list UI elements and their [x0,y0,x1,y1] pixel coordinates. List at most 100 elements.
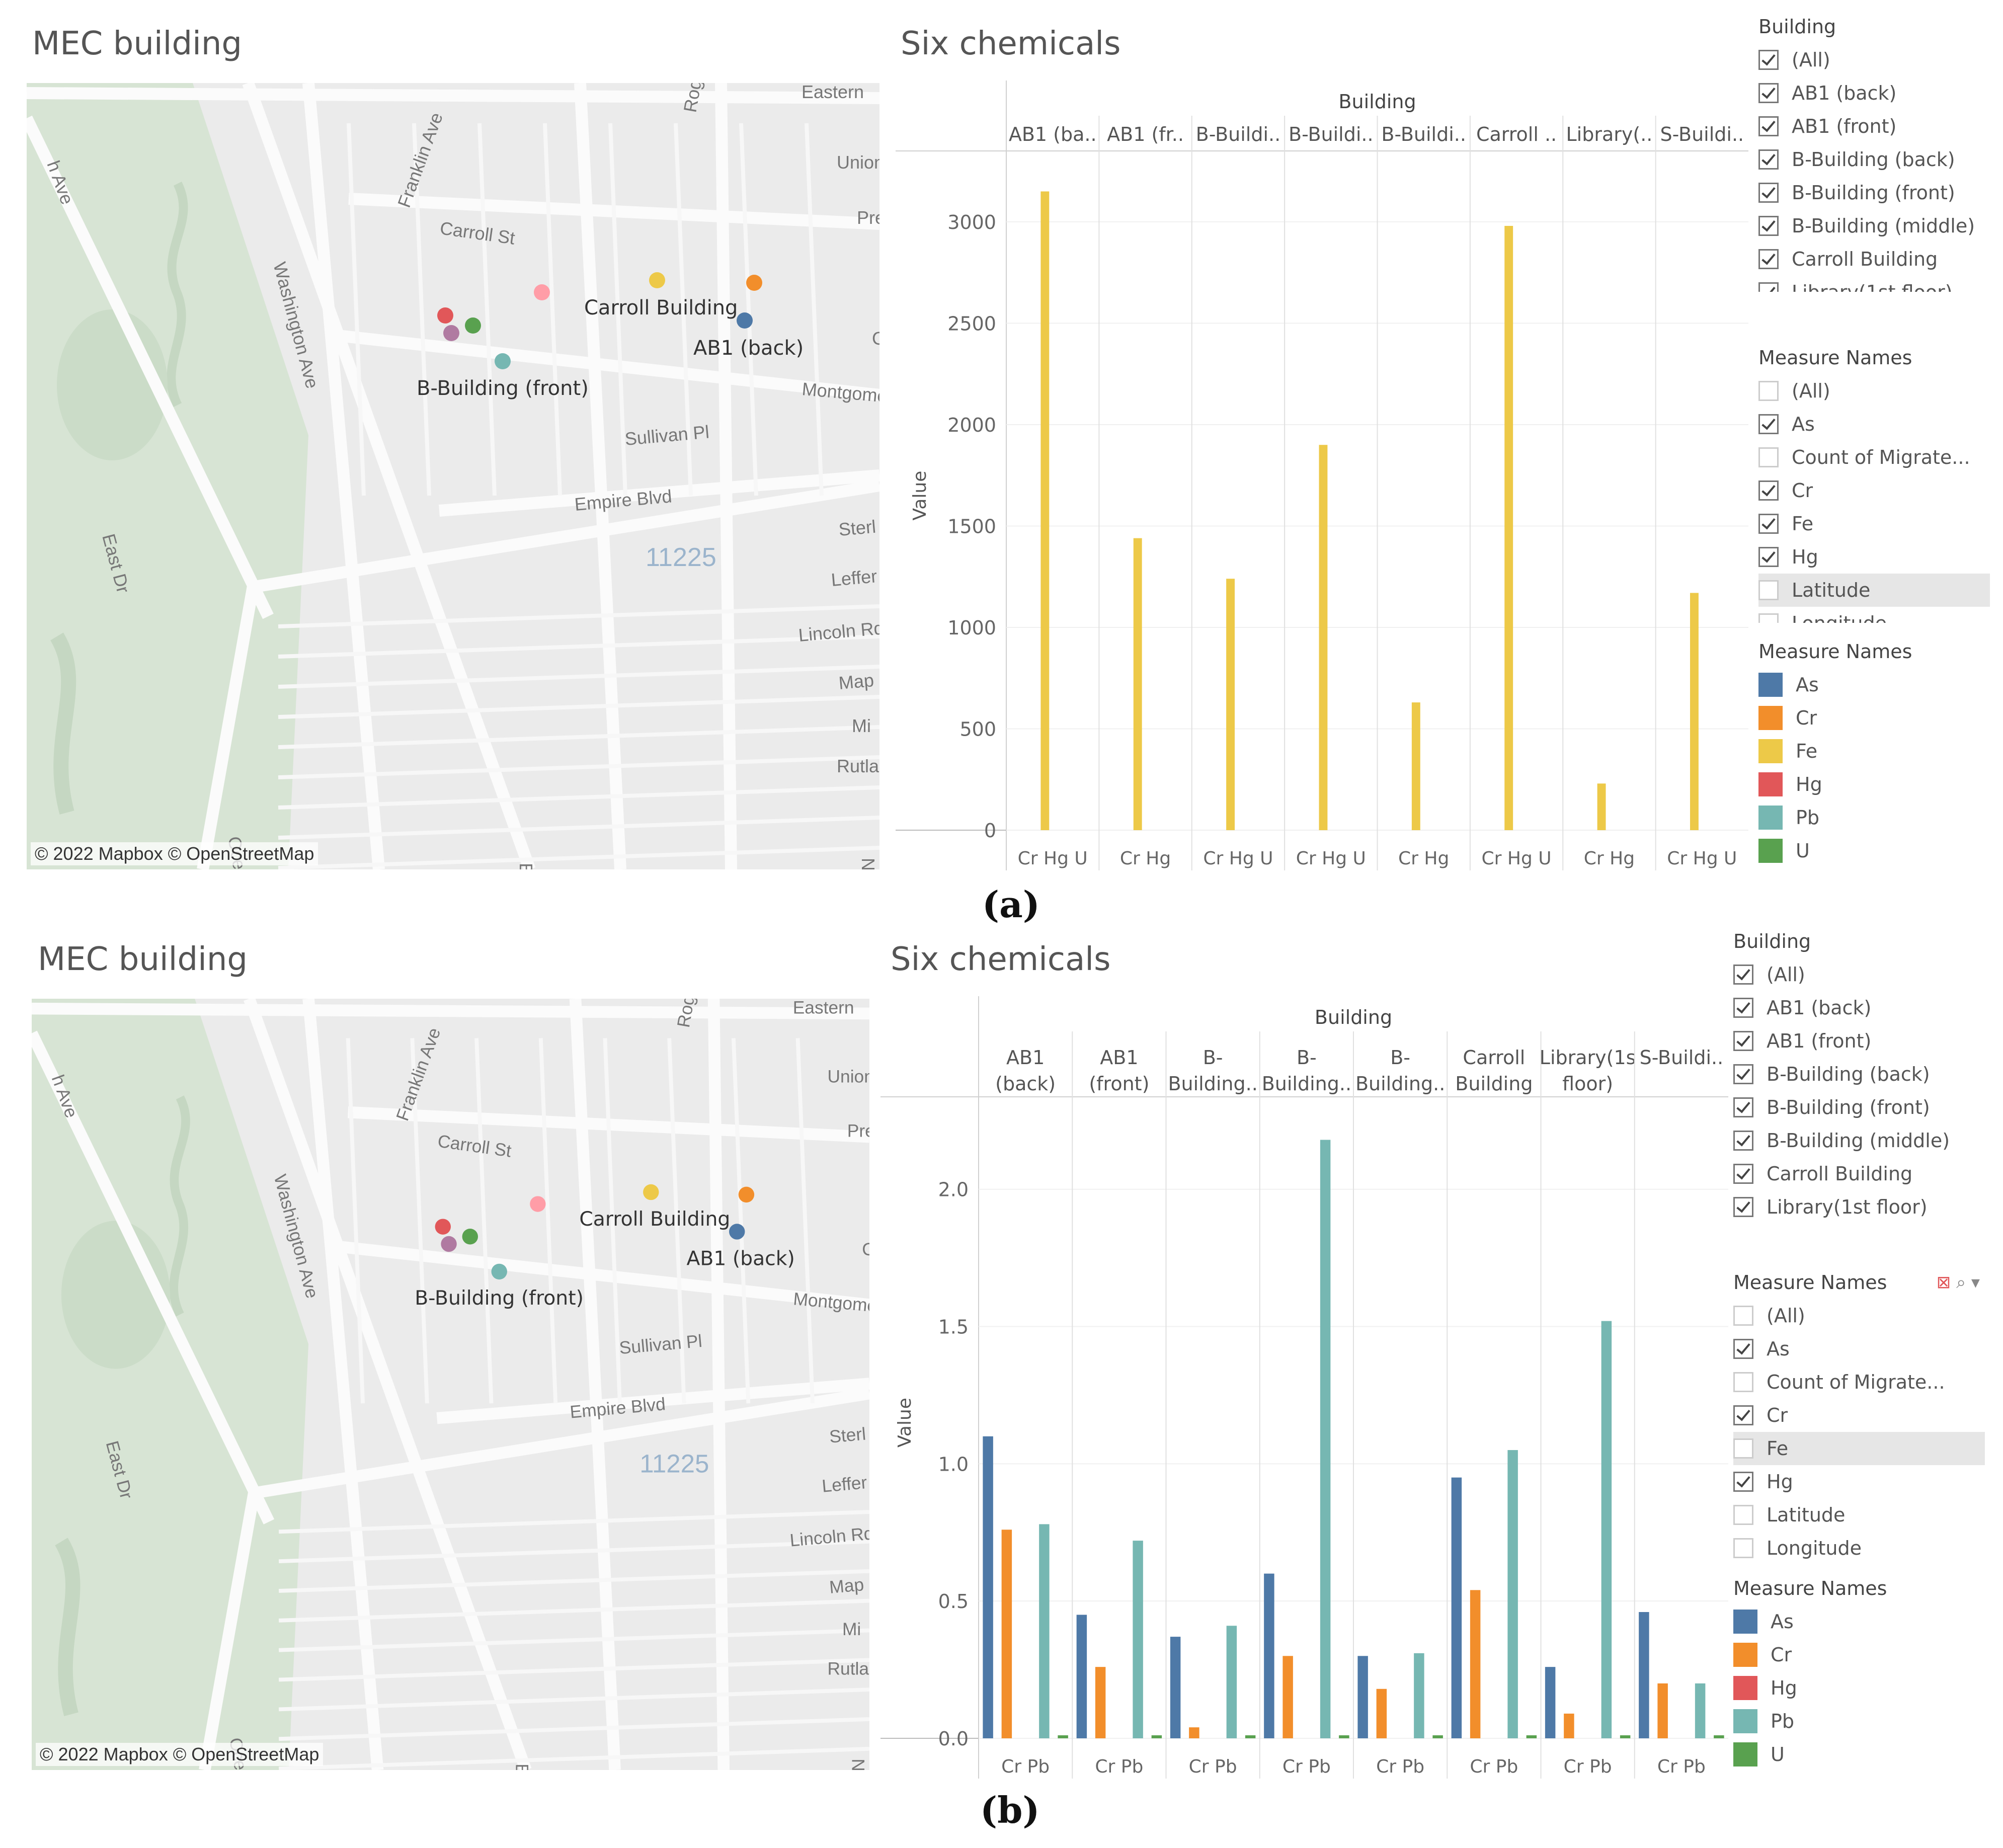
bar-as[interactable] [1357,1656,1368,1738]
checkbox[interactable] [1733,1472,1753,1492]
building-filter-item[interactable]: AB1 (back) [1733,991,1985,1024]
bar-cr[interactable] [1376,1689,1387,1738]
building-marker[interactable] [737,312,753,329]
building-marker[interactable] [534,284,550,300]
checkbox[interactable] [1733,1064,1753,1084]
building-filter-item[interactable]: Library(1st floor) [1758,276,1990,292]
clear-filter-icon[interactable]: ⊠ [1936,1272,1951,1293]
bar-fe[interactable] [1040,191,1050,830]
building-filter-item[interactable]: AB1 (front) [1758,110,1990,143]
bar-u[interactable] [1058,1735,1068,1738]
bar-fe[interactable] [1504,225,1513,830]
measure-filter-item[interactable]: Fe [1733,1432,1985,1465]
column-header[interactable]: B- [1297,1047,1317,1069]
bar-as[interactable] [1264,1573,1274,1738]
measure-filter-item[interactable]: Latitude [1733,1498,1985,1532]
building-marker[interactable] [491,1263,507,1280]
search-icon[interactable]: ⌕ [1956,1272,1966,1293]
building-marker[interactable] [435,1219,451,1235]
measure-filter-item[interactable]: Cr [1758,474,1990,507]
legend-item[interactable]: Fe [1758,735,1990,768]
building-filter-item[interactable]: Carroll Building [1733,1157,1985,1190]
legend-item[interactable]: As [1758,668,1990,701]
checkbox[interactable] [1758,216,1779,236]
bar-u[interactable] [1339,1735,1349,1738]
column-header[interactable]: Library(.. [1566,123,1653,145]
measure-filter-item[interactable]: (All) [1758,374,1990,408]
building-marker[interactable] [441,1236,457,1252]
bar-fe[interactable] [1319,445,1328,830]
checkbox[interactable] [1758,547,1779,567]
legend-item[interactable]: As [1733,1605,1985,1638]
building-marker[interactable] [465,317,481,334]
checkbox[interactable] [1758,50,1779,70]
bar-pb[interactable] [1226,1626,1237,1738]
column-header[interactable]: Building.. [1355,1073,1445,1095]
bar-u[interactable] [1620,1735,1631,1738]
bar-fe[interactable] [1133,538,1142,830]
bar-pb[interactable] [1507,1450,1518,1738]
column-header[interactable]: B- [1203,1047,1223,1069]
bar-fe[interactable] [1411,702,1420,830]
bar-u[interactable] [1151,1735,1162,1738]
checkbox[interactable] [1733,1339,1753,1359]
bar-as[interactable] [1451,1477,1462,1738]
column-header[interactable]: AB1 (fr.. [1107,123,1184,145]
building-marker[interactable] [443,325,459,341]
bar-fe[interactable] [1597,783,1606,830]
column-header[interactable]: B-Buildi.. [1196,123,1281,145]
checkbox[interactable] [1733,1197,1753,1217]
building-marker[interactable] [738,1186,755,1203]
building-filter-item[interactable]: B-Building (middle) [1758,209,1990,243]
bar-pb[interactable] [1133,1541,1143,1738]
bar-u[interactable] [1245,1735,1256,1738]
checkbox[interactable] [1758,480,1779,501]
building-filter-item[interactable]: B-Building (back) [1758,143,1990,176]
column-header[interactable]: (back) [995,1073,1056,1095]
bar-as[interactable] [983,1436,993,1738]
column-header[interactable]: AB1 [1006,1047,1045,1069]
measure-filter-item[interactable]: Longitude [1758,607,1990,623]
column-header[interactable]: S-Buildi.. [1640,1047,1724,1069]
building-marker[interactable] [746,275,762,291]
checkbox[interactable] [1758,149,1779,170]
legend-item[interactable]: Hg [1758,768,1990,801]
building-filter-item[interactable]: AB1 (back) [1758,76,1990,110]
map-b[interactable]: EasternRogersUnionPreFranklin AveWashing… [32,999,869,1770]
bar-cr[interactable] [1283,1656,1293,1738]
bar-pb[interactable] [1414,1653,1424,1738]
checkbox[interactable] [1758,83,1779,103]
legend-item[interactable]: U [1733,1738,1985,1771]
checkbox[interactable] [1733,1405,1753,1425]
building-marker[interactable] [649,272,665,288]
column-header[interactable]: Building.. [1168,1073,1257,1095]
building-filter-item[interactable]: (All) [1758,43,1990,76]
measure-filter-item[interactable]: As [1758,408,1990,441]
map-attribution[interactable]: © 2022 Mapbox © OpenStreetMap [31,842,318,865]
building-marker[interactable] [729,1224,745,1240]
measure-filter-item[interactable]: (All) [1733,1299,1985,1332]
checkbox[interactable] [1733,1164,1753,1184]
building-filter-item[interactable]: B-Building (front) [1758,176,1990,209]
checkbox[interactable] [1733,1097,1753,1117]
map-a[interactable]: EasternRogersUnionPreFranklin AveWashing… [27,83,879,869]
checkbox[interactable] [1733,1372,1753,1392]
checkbox[interactable] [1758,381,1779,401]
bar-pb[interactable] [1039,1524,1050,1738]
bar-cr[interactable] [1189,1727,1199,1738]
column-header[interactable]: (front) [1089,1073,1149,1095]
checkbox[interactable] [1733,1505,1753,1525]
legend-item[interactable]: Hg [1733,1671,1985,1705]
measure-filter-item[interactable]: Hg [1758,540,1990,574]
legend-item[interactable]: U [1758,834,1990,867]
checkbox[interactable] [1733,998,1753,1018]
column-header[interactable]: floor) [1562,1073,1613,1095]
measure-filter-item[interactable]: Cr [1733,1399,1985,1432]
building-filter-item[interactable]: (All) [1733,958,1985,991]
bar-cr[interactable] [1095,1667,1106,1738]
bar-cr[interactable] [1001,1530,1012,1738]
bar-pb[interactable] [1695,1683,1706,1738]
bar-chart-a[interactable]: 0 500 1000 1500 2000 2500 3000 Value Building AB1… [886,81,1751,875]
checkbox[interactable] [1733,1438,1753,1459]
building-marker[interactable] [495,353,511,369]
